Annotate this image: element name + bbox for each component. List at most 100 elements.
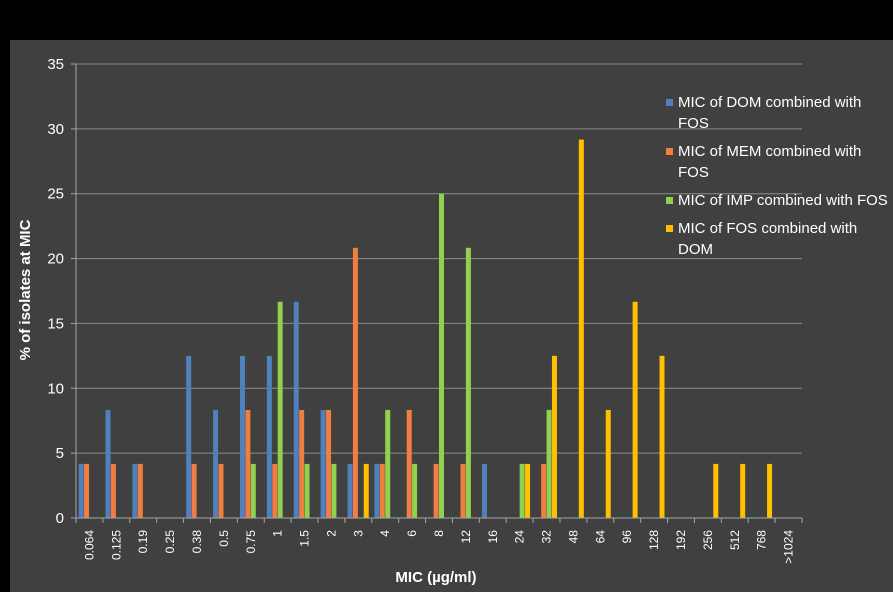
bar-1-0.5: [213, 409, 219, 518]
bar-3-1.5: [304, 463, 310, 518]
x-tick-label: 24: [513, 530, 527, 544]
legend-item: MIC of IMP combined with FOS: [666, 190, 891, 211]
bar-2-8: [433, 463, 439, 518]
bar-3-2: [331, 463, 337, 518]
legend: MIC of DOM combined with FOS MIC of MEM c…: [666, 92, 891, 267]
bar-2-4: [379, 463, 385, 518]
bar-3-4: [385, 409, 391, 518]
x-tick-label: 0.064: [82, 530, 96, 560]
x-tick-label: 64: [593, 530, 607, 544]
bar-2-0.38: [191, 463, 197, 518]
x-tick-label: 32: [540, 530, 554, 544]
bar-2-32: [541, 463, 547, 518]
x-tick-label: 256: [701, 530, 715, 550]
x-tick-label: 96: [620, 530, 634, 544]
legend-swatch: [666, 99, 673, 106]
x-tick-label: 3: [351, 530, 365, 537]
chart-area: [10, 40, 893, 592]
bar-1-1: [266, 355, 272, 518]
legend-swatch: [666, 225, 673, 232]
bars: [78, 139, 773, 518]
bar-1-1.5: [293, 301, 299, 518]
bar-2-2: [326, 409, 332, 518]
bar-1-0.75: [239, 355, 245, 518]
y-tick-label: 30: [47, 121, 64, 138]
x-tick-label: 4: [378, 530, 392, 537]
bar-2-1: [272, 463, 278, 518]
axes: [71, 63, 803, 523]
bar-1-0.064: [78, 463, 84, 518]
bar-3-0.75: [250, 463, 256, 518]
x-tick-label: 0.75: [244, 530, 258, 554]
x-tick-label: 128: [647, 530, 661, 550]
legend-swatch: [666, 148, 673, 155]
bar-3-8: [439, 193, 444, 518]
bar-2-0.125: [110, 463, 116, 518]
bar-2-0.5: [218, 463, 224, 518]
bar-4-64: [605, 409, 611, 518]
bar-2-0.19: [137, 463, 143, 518]
y-tick-labels: 0 5 10 15 20 25 30 35: [47, 56, 64, 527]
y-axis-title: % of isolates at MIC: [17, 219, 34, 360]
y-tick-label: 25: [47, 186, 64, 203]
x-tick-label: 16: [486, 530, 500, 544]
legend-item: MIC of FOS combined with DOM: [666, 218, 891, 260]
x-tick-label: 6: [405, 530, 419, 537]
legend-item: MIC of DOM combined with FOS: [666, 92, 891, 134]
bar-1-3: [347, 463, 353, 518]
y-tick-label: 15: [47, 315, 64, 332]
bar-3-32: [546, 409, 552, 518]
x-tick-label: 512: [728, 530, 742, 550]
x-tick-label: 2: [324, 530, 338, 537]
x-tick-label: 1: [271, 530, 285, 537]
legend-item: MIC of MEM combined with FOS: [666, 141, 891, 183]
bar-2-0.75: [245, 409, 251, 518]
y-tick-label: 20: [47, 251, 64, 268]
bar-4-128: [659, 355, 665, 518]
legend-label: MIC of DOM combined with FOS: [678, 94, 862, 132]
x-tick-label: 0.25: [163, 530, 177, 554]
bar-4-768: [767, 463, 773, 518]
y-tick-label: 10: [47, 380, 64, 397]
bar-2-12: [460, 463, 466, 518]
legend-label: MIC of IMP combined with FOS: [678, 192, 888, 209]
bar-4-32: [551, 355, 557, 518]
bar-1-16: [481, 463, 487, 518]
bar-4-3: [363, 463, 369, 518]
y-tick-label: 0: [56, 510, 64, 527]
bar-3-6: [412, 463, 418, 518]
bar-4-48: [578, 139, 584, 518]
x-axis-title: MIC (µg/ml): [395, 569, 476, 586]
x-tick-label: 0.38: [190, 530, 204, 554]
x-tick-label: 1.5: [298, 530, 312, 547]
x-tick-label: 0.5: [217, 530, 231, 547]
bar-1-4: [374, 463, 380, 518]
y-tick-label: 5: [56, 445, 64, 462]
bar-3-24: [519, 463, 525, 518]
bar-2-1.5: [299, 409, 305, 518]
x-tick-label: >1024: [782, 530, 796, 564]
y-tick-label: 35: [47, 56, 64, 73]
x-tick-label: 8: [432, 530, 446, 537]
bar-3-1: [277, 301, 283, 518]
x-tick-label: 192: [674, 530, 688, 550]
bar-4-24: [525, 463, 531, 518]
x-tick-label: 0.19: [136, 530, 150, 554]
bar-1-0.38: [186, 355, 192, 518]
legend-label: MIC of FOS combined with DOM: [678, 220, 858, 258]
legend-swatch: [666, 197, 673, 204]
bar-1-0.19: [132, 463, 138, 518]
bar-1-2: [320, 409, 326, 518]
x-tick-label: 0.125: [109, 530, 123, 560]
bar-3-12: [465, 247, 471, 518]
bar-2-6: [406, 409, 412, 518]
x-tick-label: 12: [459, 530, 473, 544]
bar-1-0.125: [105, 409, 111, 518]
bar-2-0.064: [84, 463, 90, 518]
x-tick-labels: 0.064 0.125 0.19 0.25 0.38 0.5 0.75 1 1.5 2 3 4 6 8 12…: [82, 530, 795, 564]
bar-4-512: [740, 463, 746, 518]
x-tick-label: 768: [755, 530, 769, 550]
bar-4-256: [713, 463, 719, 518]
